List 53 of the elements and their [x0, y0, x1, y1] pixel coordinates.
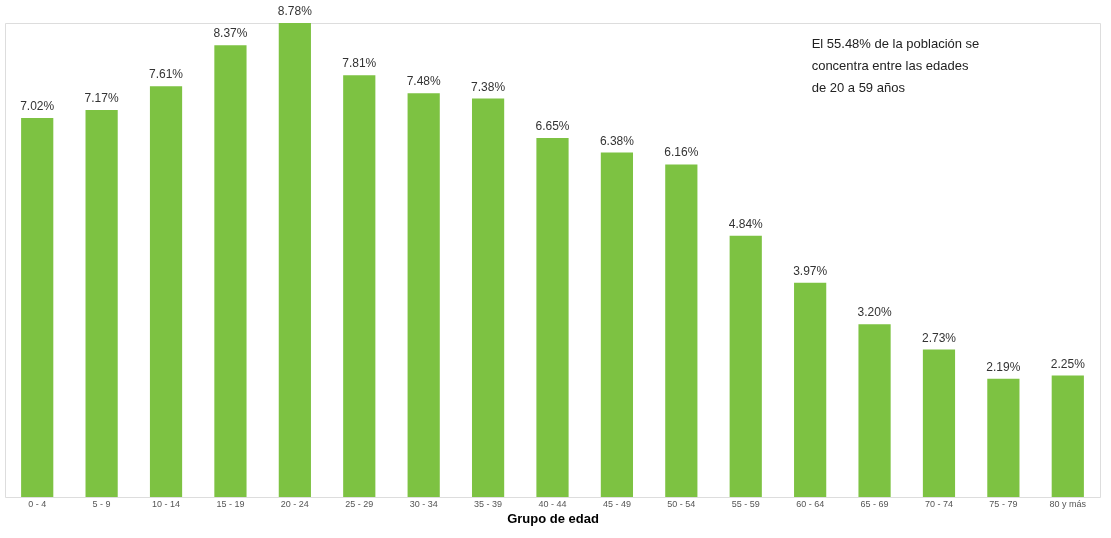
bar	[21, 118, 54, 497]
bar	[214, 45, 247, 497]
x-tick-label: 60 - 64	[796, 498, 825, 509]
x-tick-label: 55 - 59	[731, 498, 760, 509]
x-tick-label: 80 y más	[1049, 498, 1087, 509]
bar	[85, 109, 118, 497]
bar	[407, 93, 440, 497]
data-label: 6.65%	[535, 118, 570, 133]
x-axis-title: Grupo de edad	[507, 510, 599, 526]
x-tick-label: 65 - 69	[860, 498, 889, 509]
bar	[922, 349, 956, 497]
x-tick-label: 30 - 34	[409, 498, 438, 509]
x-tick-label: 5 - 9	[92, 498, 111, 509]
data-label: 4.84%	[728, 216, 764, 231]
bar	[343, 75, 376, 497]
x-tick-label: 35 - 39	[474, 498, 503, 509]
data-label: 7.48%	[406, 74, 442, 89]
x-tick-label: 45 - 49	[602, 498, 631, 509]
x-tick-label: 0 - 4	[28, 498, 47, 509]
data-label: 2.25%	[1050, 356, 1086, 371]
bar	[858, 324, 891, 497]
x-tick-label: 15 - 19	[216, 498, 245, 509]
bar	[600, 152, 634, 497]
data-label: 7.02%	[20, 99, 55, 114]
x-tick-label: 75 - 79	[989, 498, 1018, 509]
bar	[149, 86, 183, 497]
bar	[987, 378, 1020, 497]
data-label: 3.20%	[857, 305, 892, 320]
annotation: El 55.48% de la población se concentra entre las edades de 20 a 59 años	[811, 36, 980, 95]
data-label: 6.38%	[599, 133, 635, 148]
bar	[536, 137, 569, 497]
data-label: 7.38%	[471, 79, 506, 94]
x-tick-label: 70 - 74	[924, 498, 953, 509]
data-label: 6.16%	[664, 145, 699, 160]
bar	[471, 98, 505, 497]
data-label: 7.17%	[84, 90, 119, 105]
data-label: 2.73%	[921, 330, 957, 345]
data-label: 7.81%	[342, 56, 377, 71]
x-tick-label: 10 - 14	[152, 498, 181, 509]
bar	[1051, 375, 1084, 497]
x-tick-label: 25 - 29	[345, 498, 374, 509]
bar	[278, 23, 311, 497]
x-tick-label: 40 - 44	[538, 498, 567, 509]
x-tick-label: 50 - 54	[667, 498, 696, 509]
x-tick-label: 20 - 24	[280, 498, 309, 509]
bar	[729, 235, 762, 497]
data-label: 7.61%	[149, 67, 184, 82]
bar	[665, 164, 698, 497]
data-label: 8.37%	[213, 26, 248, 41]
data-label: 8.78%	[277, 4, 313, 18]
bar	[794, 282, 827, 497]
data-label: 3.97%	[793, 263, 828, 278]
data-label: 2.19%	[986, 359, 1021, 374]
